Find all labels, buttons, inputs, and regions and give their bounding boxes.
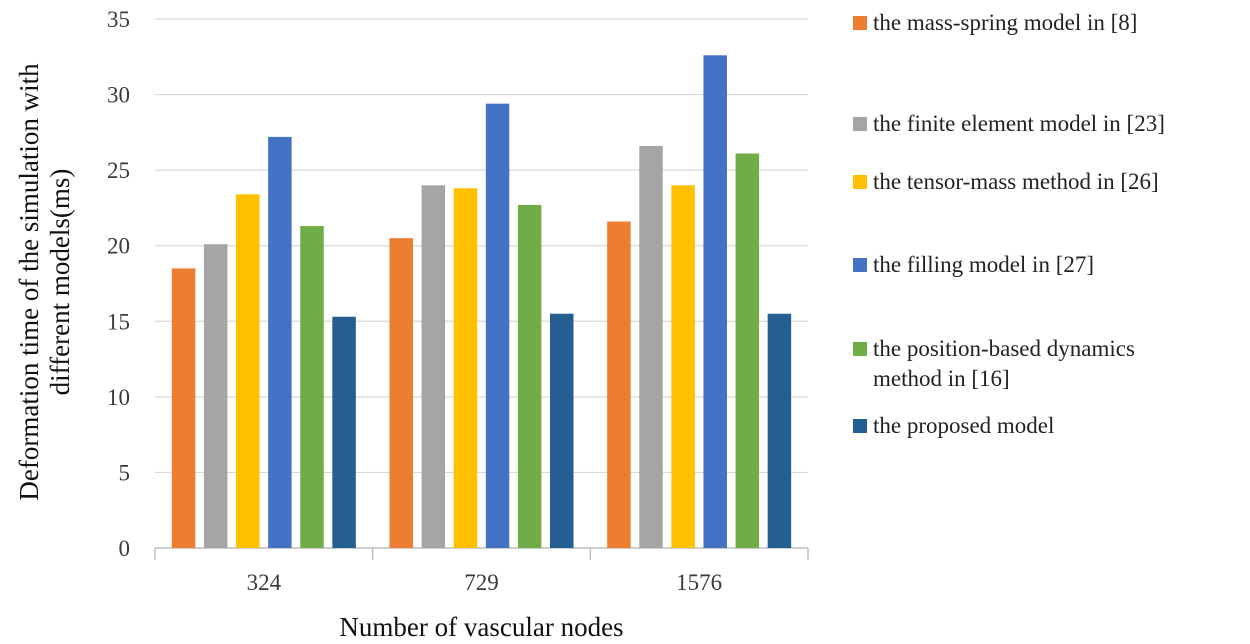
- y-axis-title: Deformation time of the simulation withd…: [14, 63, 75, 501]
- y-axis-title-line: Deformation time of the simulation with: [14, 63, 44, 501]
- bar: [703, 55, 727, 548]
- legend-swatch: [853, 258, 867, 272]
- legend-item: the proposed model: [853, 413, 1054, 438]
- legend-swatch: [853, 117, 867, 131]
- legend-label: the position-based dynamics: [873, 336, 1135, 361]
- y-axis-title-line: different models(ms): [45, 169, 75, 396]
- y-tick-label: 25: [107, 158, 130, 183]
- bar: [421, 185, 446, 548]
- axes: [154, 547, 809, 560]
- y-tick-label: 35: [107, 7, 130, 32]
- bar: [767, 313, 792, 548]
- legend-item: the filling model in [27]: [853, 252, 1094, 277]
- legend-label: method in [16]: [873, 366, 1010, 391]
- bar: [735, 153, 760, 548]
- y-tick-label: 15: [107, 309, 130, 334]
- x-tick-label: 1576: [676, 570, 722, 595]
- bar: [607, 221, 631, 548]
- legend-item: the mass-spring model in [8]: [853, 10, 1137, 35]
- legend-label: the mass-spring model in [8]: [873, 10, 1137, 35]
- legend-swatch: [853, 342, 867, 356]
- bar: [203, 244, 228, 548]
- legend-item: the finite element model in [23]: [853, 111, 1165, 136]
- bar: [332, 316, 356, 548]
- legend-label: the proposed model: [873, 413, 1054, 438]
- legend-swatch: [853, 16, 867, 30]
- legend-swatch: [853, 175, 867, 189]
- legend-label: the filling model in [27]: [873, 252, 1094, 277]
- y-tick-label: 30: [107, 83, 130, 108]
- bar: [639, 145, 663, 548]
- bar: [453, 188, 478, 548]
- bar: [517, 204, 542, 549]
- bar: [300, 226, 324, 548]
- legend-item: the position-based dynamics method in [16…: [853, 336, 1135, 391]
- bar: [171, 268, 196, 548]
- gridlines: [155, 18, 808, 474]
- bar: [671, 185, 695, 548]
- y-tick-label: 0: [119, 536, 131, 561]
- legend-label: the tensor-mass method in [26]: [873, 169, 1159, 194]
- y-tick-label: 10: [107, 385, 130, 410]
- legend-item: the tensor-mass method in [26]: [853, 169, 1159, 194]
- bar: [268, 136, 292, 549]
- x-tick-label: 324: [247, 570, 282, 595]
- bars: [171, 55, 792, 549]
- legend-swatch: [853, 419, 867, 433]
- tick-labels: 0 5 10 15 20 25 30 35 324 729 1576: [107, 7, 722, 595]
- bar: [389, 238, 413, 548]
- y-tick-label: 5: [119, 460, 131, 485]
- x-axis-title: Number of vascular nodes: [339, 612, 623, 642]
- legend: the mass-spring model in [8] the finite e…: [853, 10, 1165, 438]
- bar: [236, 194, 260, 548]
- bar: [485, 103, 510, 548]
- axis-titles: Number of vascular nodes Deformation time…: [14, 63, 624, 642]
- x-tick-label: 729: [464, 570, 499, 595]
- bar: [550, 313, 574, 548]
- legend-label: the finite element model in [23]: [873, 111, 1165, 136]
- y-tick-label: 20: [107, 234, 130, 259]
